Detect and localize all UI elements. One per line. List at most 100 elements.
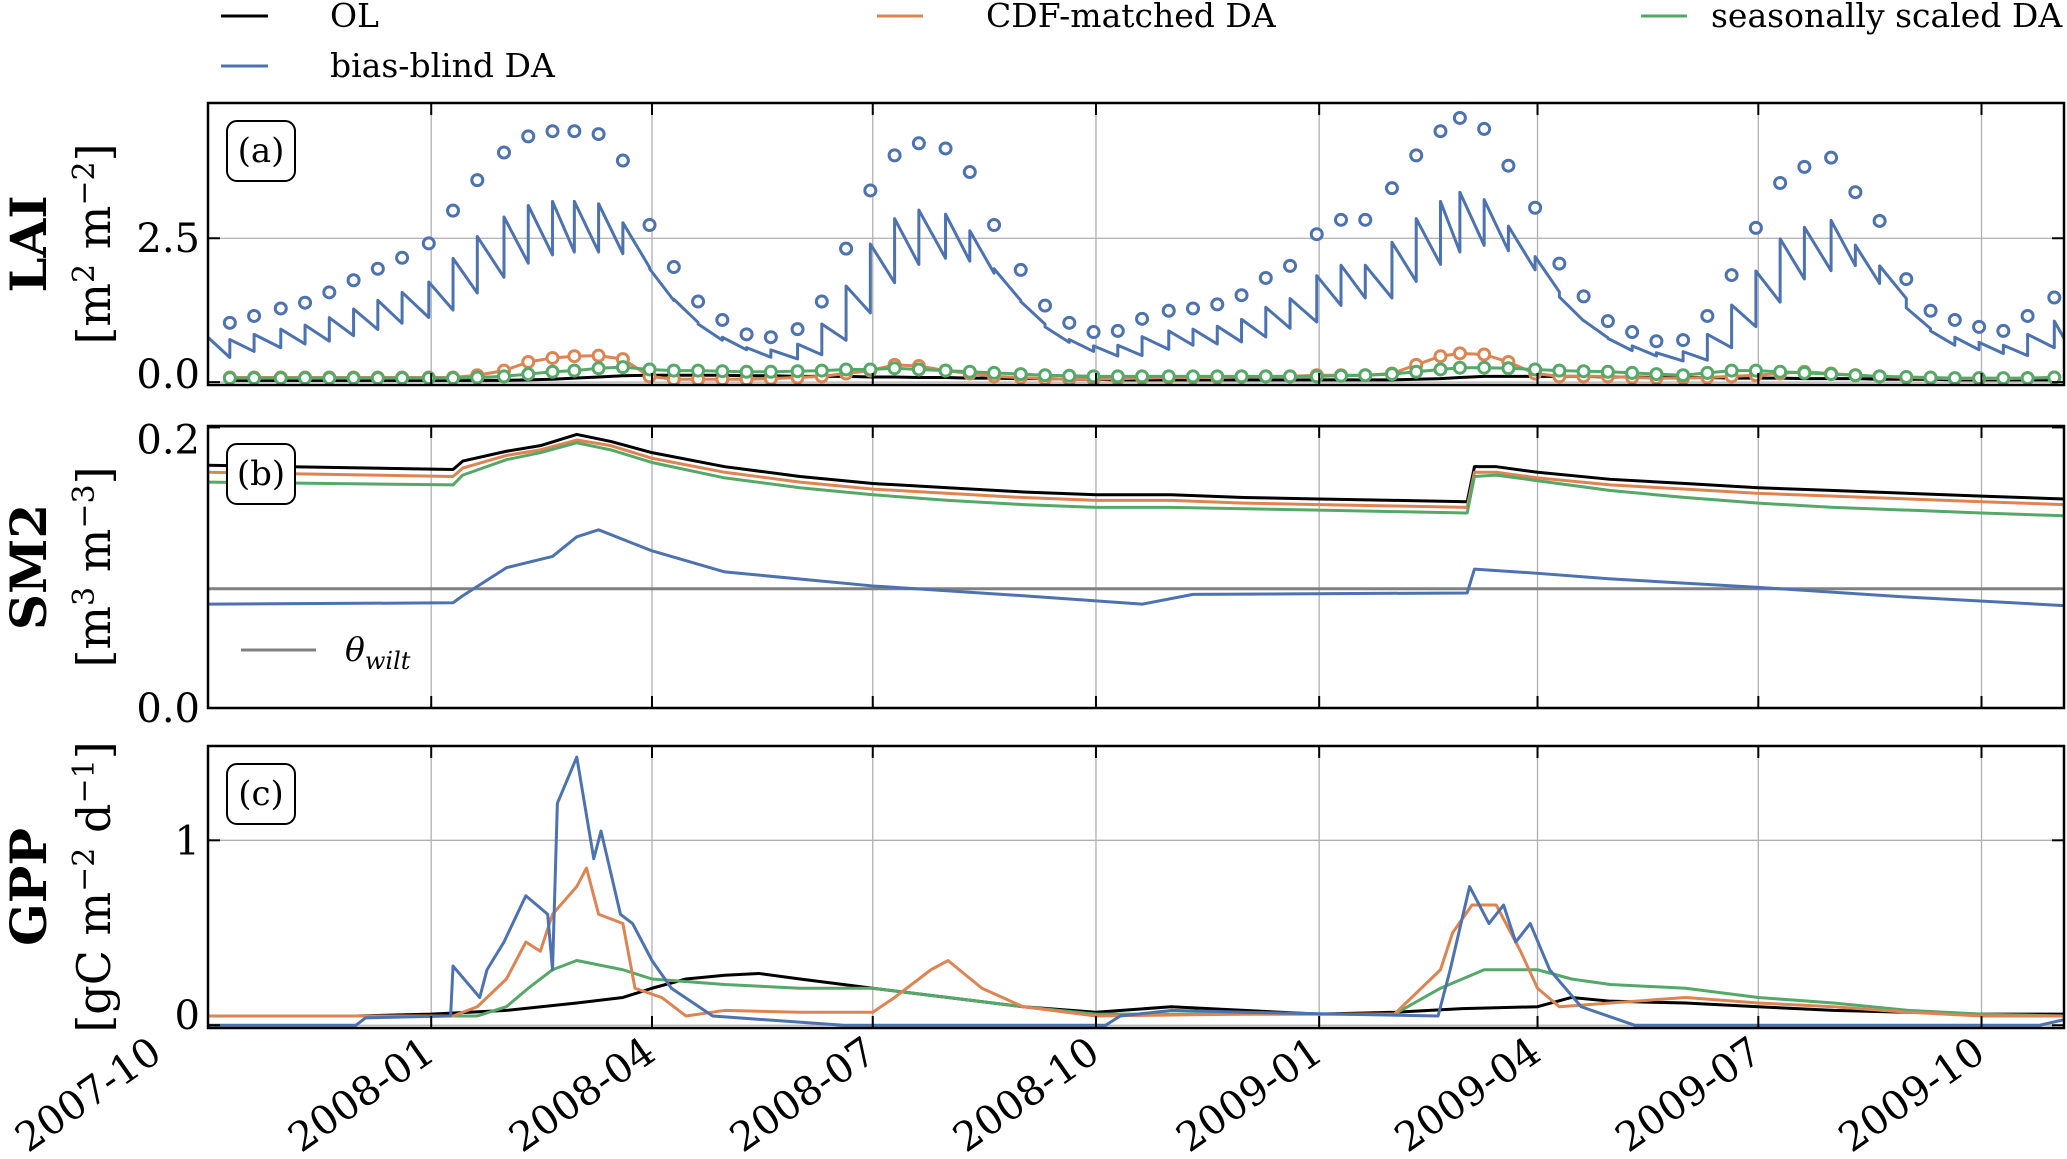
obs-point-seasonal xyxy=(591,361,606,376)
series-line-bias-blind xyxy=(208,755,2064,1027)
obs-point-bias-blind xyxy=(962,165,977,180)
panel-tag-label: (a) xyxy=(238,131,285,171)
obs-point-seasonal xyxy=(763,364,778,379)
obs-point-seasonal xyxy=(1625,365,1640,380)
obs-point-seasonal xyxy=(1358,368,1373,383)
obs-point-bias-blind xyxy=(1700,308,1715,323)
panel-tag-label: (c) xyxy=(238,774,284,814)
obs-point-bias-blind xyxy=(1062,315,1077,330)
obs-point-bias-blind xyxy=(642,218,657,233)
obs-point-seasonal xyxy=(1797,365,1812,380)
panel-b: 0.0 0.2 (b) SM2[m3 m−3] θwilt xyxy=(0,417,2066,732)
obs-point-seasonal xyxy=(1773,364,1788,379)
obs-point-seasonal xyxy=(395,371,410,385)
series-line-ol xyxy=(208,432,2064,504)
obs-point-seasonal xyxy=(1947,371,1962,385)
obs-point-cdf xyxy=(567,349,582,364)
obs-point-seasonal xyxy=(1501,361,1516,376)
x-tick-label: 2009-10 xyxy=(1831,1029,1994,1159)
obs-point-bias-blind xyxy=(987,218,1002,233)
unit-part: 2 xyxy=(67,264,102,283)
obs-point-bias-blind xyxy=(1038,298,1053,313)
panel-tag-label: (b) xyxy=(237,454,285,494)
obs-point-seasonal xyxy=(370,371,385,385)
obs-point-bias-blind xyxy=(521,129,536,144)
plot-area xyxy=(208,432,2064,608)
obs-point-bias-blind xyxy=(1086,325,1101,340)
panel-tag: (a) xyxy=(226,120,296,182)
obs-point-seasonal xyxy=(691,363,706,378)
obs-point-bias-blind xyxy=(2047,290,2062,305)
obs-point-seasonal xyxy=(470,370,485,385)
y-tick-label: 0.0 xyxy=(136,686,200,732)
obs-point-bias-blind xyxy=(1724,268,1739,283)
obs-point-bias-blind xyxy=(1947,312,1962,327)
x-tick-label: 2009-04 xyxy=(1387,1029,1550,1159)
obs-point-seasonal xyxy=(1848,368,1863,383)
obs-point-seasonal xyxy=(839,362,854,377)
obs-point-seasonal xyxy=(1972,371,1987,385)
obs-point-seasonal xyxy=(1433,362,1448,377)
obs-point-bias-blind xyxy=(1433,124,1448,139)
unit-part: [m xyxy=(67,606,121,668)
obs-point-bias-blind xyxy=(1600,314,1615,329)
obs-point-bias-blind xyxy=(1186,301,1201,316)
plot-area xyxy=(208,755,2064,1027)
obs-point-seasonal xyxy=(1210,369,1225,384)
obs-point-seasonal xyxy=(1334,368,1349,383)
obs-point-bias-blind xyxy=(370,261,385,276)
obs-point-bias-blind xyxy=(322,285,337,300)
y-tick-label: 0.0 xyxy=(136,352,200,398)
obs-point-seasonal xyxy=(1161,369,1176,384)
obs-point-seasonal xyxy=(1038,368,1053,383)
y-axis-label: SM2 xyxy=(0,504,58,630)
obs-point-bias-blind xyxy=(1309,227,1324,242)
obs-point-seasonal xyxy=(1528,362,1543,377)
obs-point-seasonal xyxy=(1409,364,1424,379)
x-tick-label: 2008-07 xyxy=(722,1029,885,1159)
obs-point-seasonal xyxy=(1600,364,1615,379)
obs-point-bias-blind xyxy=(938,141,953,156)
obs-point-bias-blind xyxy=(1110,323,1125,338)
unit-part: −1 xyxy=(67,759,102,803)
obs-point-bias-blind xyxy=(1797,159,1812,174)
obs-point-seasonal xyxy=(247,371,262,385)
obs-point-seasonal xyxy=(346,371,361,385)
obs-point-bias-blind xyxy=(1409,148,1424,163)
obs-point-seasonal xyxy=(1258,369,1273,384)
obs-point-bias-blind xyxy=(814,294,829,309)
obs-point-bias-blind xyxy=(1748,220,1763,235)
y-axis-unit: [m3 m−3] xyxy=(67,466,121,667)
obs-point-seasonal xyxy=(222,371,237,385)
axes-frame xyxy=(206,744,2066,1030)
x-tick-label: 2009-07 xyxy=(1607,1029,1770,1159)
legend-label-ol: OL xyxy=(330,0,379,35)
obs-point-bias-blind xyxy=(1899,272,1914,287)
obs-point-seasonal xyxy=(421,371,436,385)
wilt-subscript: wilt xyxy=(365,647,411,675)
unit-part: −2 xyxy=(67,161,102,205)
y-tick-label: 1 xyxy=(175,818,200,864)
obs-point-bias-blind xyxy=(1283,258,1298,273)
legend-label-bias-blind: bias-blind DA xyxy=(330,46,556,85)
obs-point-bias-blind xyxy=(1972,319,1987,334)
obs-point-seasonal xyxy=(887,361,902,376)
obs-point-bias-blind xyxy=(1384,181,1399,196)
obs-point-cdf xyxy=(1477,347,1492,362)
axes-frame xyxy=(206,101,2066,387)
obs-point-cdf xyxy=(591,348,606,363)
obs-point-seasonal xyxy=(911,362,926,377)
obs-point-seasonal xyxy=(814,363,829,378)
panel-a: 0.0 2.5 (a) LAI[m2 m−2] xyxy=(0,101,2066,398)
obs-point-seasonal xyxy=(715,364,730,379)
obs-point-cdf xyxy=(1452,346,1467,361)
obs-point-seasonal xyxy=(1086,369,1101,384)
legend-label-cdf: CDF-matched DA xyxy=(986,0,1277,35)
panel-tag: (c) xyxy=(226,763,296,825)
obs-point-seasonal xyxy=(1013,367,1028,382)
obs-point-bias-blind xyxy=(666,260,681,275)
obs-point-seasonal xyxy=(642,362,657,377)
obs-point-seasonal xyxy=(987,365,1002,380)
panel-tag-box xyxy=(226,443,296,505)
